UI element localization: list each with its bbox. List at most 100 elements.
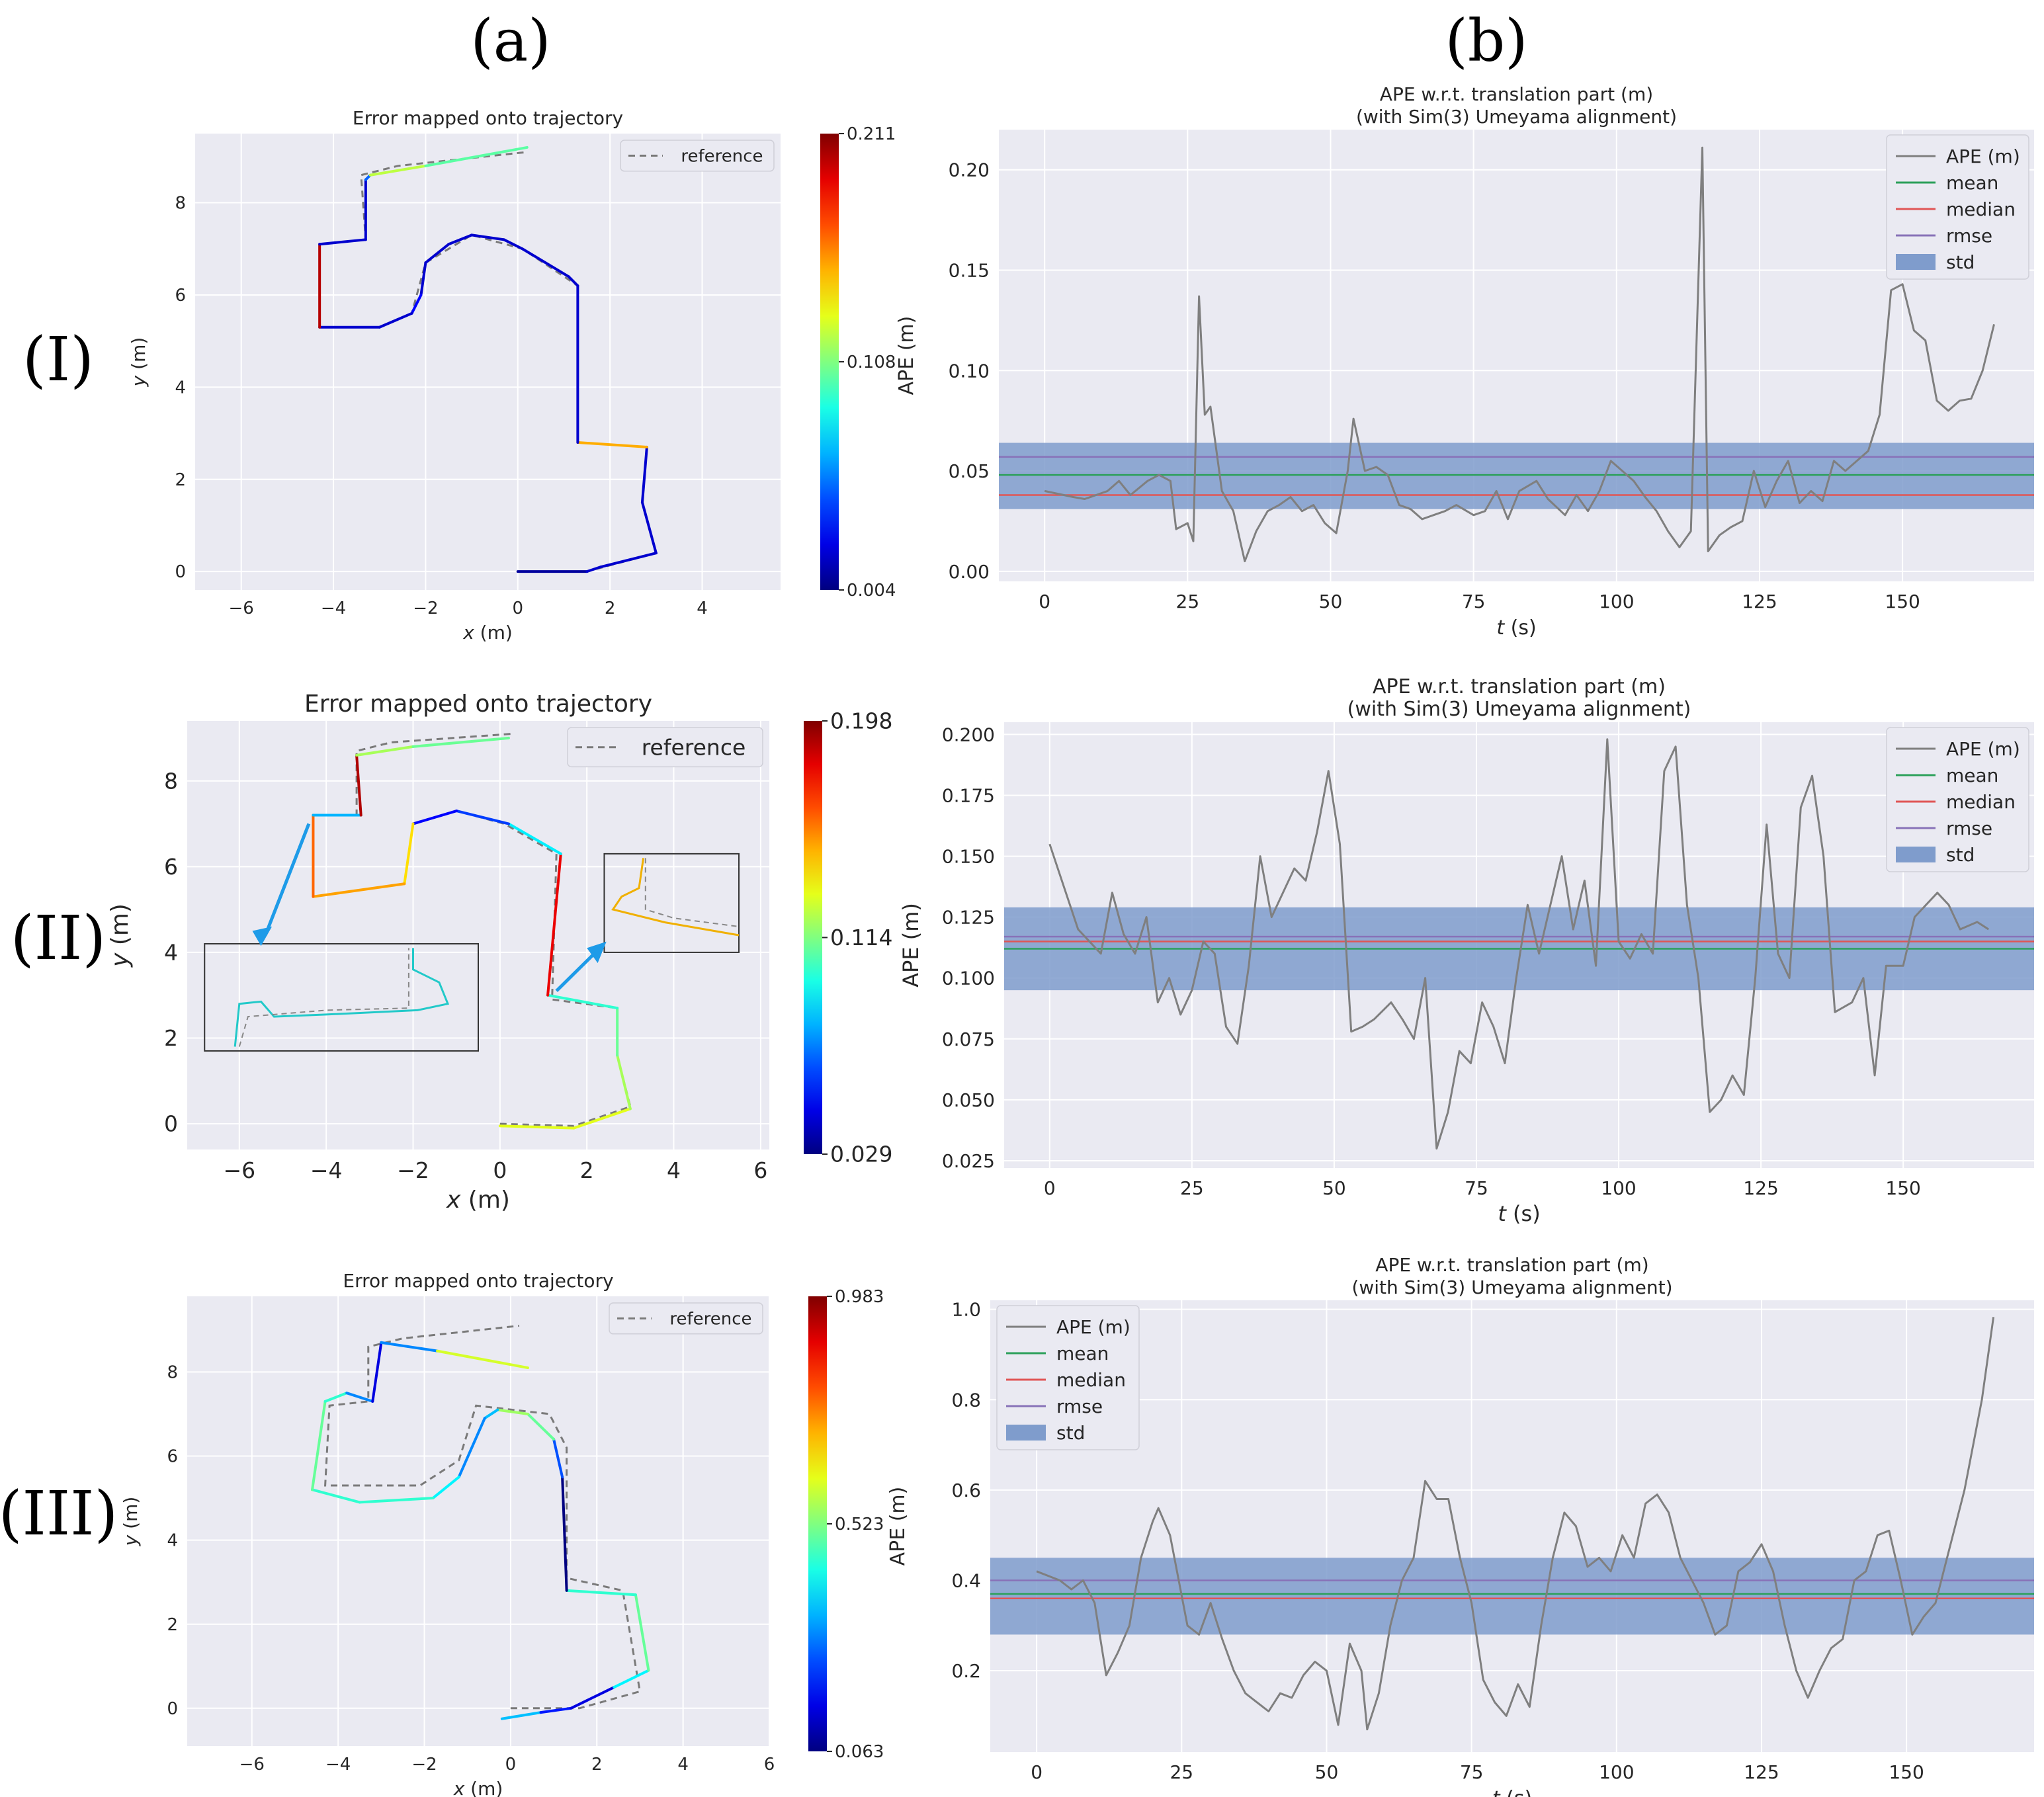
inset-left-estimate — [234, 948, 450, 1047]
trajectory-segment — [613, 1669, 650, 1689]
chart-title: APE w.r.t. translation part (m) — [1373, 675, 1666, 698]
legend-label-reference: reference — [669, 1310, 751, 1329]
y-tick-label: 0.050 — [942, 1089, 995, 1111]
colorbar — [820, 134, 839, 590]
ape-chart-2: 0 25 50 75 100 125 150 0.025 0.050 0.075 0.100 0.12… — [898, 675, 2034, 1226]
callout-arrowhead-left — [252, 927, 273, 946]
legend-box — [1886, 134, 2029, 280]
x-tick-label: 50 — [1319, 591, 1343, 612]
row-label-2: (II) — [11, 903, 106, 974]
trajectory-chart-1: −6 −4 −2 0 2 4 0 2 4 6 8 Error mapped onto trajecto… — [128, 107, 896, 644]
y-tick-label: 8 — [164, 768, 178, 794]
x-tick-label: −2 — [411, 1755, 437, 1775]
x-tick-label: 150 — [1885, 591, 1920, 612]
x-tick-label: 125 — [1743, 1177, 1778, 1199]
trajectory-segment — [561, 1476, 568, 1592]
legend-label-mean: mean — [1056, 1343, 1109, 1364]
colorbar-label: 0.114 — [830, 925, 892, 950]
x-tick-label: 2 — [580, 1157, 594, 1183]
plot-background — [999, 130, 2034, 581]
y-axis-label-unit: (m) — [120, 1497, 142, 1535]
y-axis-label: APE (m) — [895, 316, 918, 396]
x-tick-label: 150 — [1889, 1761, 1924, 1783]
y-tick-label: 0 — [164, 1111, 178, 1137]
trajectory-chart-2: −6 −4 −2 0 2 4 6 0 2 4 6 8 Error mapped onto traject… — [106, 690, 892, 1214]
trajectory-segment — [483, 1408, 499, 1420]
column-label-a: (a) — [470, 7, 550, 75]
x-tick-label: 100 — [1601, 1177, 1636, 1199]
y-tick-label: 6 — [167, 1447, 178, 1467]
trajectory-segment — [355, 745, 415, 757]
legend-label-std: std — [1946, 844, 1975, 866]
trajectory-segment — [368, 164, 427, 177]
trajectory-segment — [599, 552, 658, 569]
callout-arrow-right — [555, 951, 597, 993]
legend-label-rmse: rmse — [1946, 225, 1992, 247]
y-tick-label: 0.025 — [942, 1150, 995, 1172]
x-axis-label: t (s) — [1496, 616, 1536, 640]
legend-label-median: median — [1946, 198, 2016, 220]
trajectory-segment — [546, 852, 562, 997]
y-tick-label: 0 — [167, 1699, 178, 1719]
y-tick-label: 0.05 — [949, 460, 990, 482]
colorbar-label: 0.198 — [830, 708, 892, 734]
x-tick-label: 150 — [1885, 1177, 1920, 1199]
x-tick-label: 100 — [1599, 591, 1634, 612]
y-tick-label: 8 — [175, 194, 186, 214]
trajectory-segment — [455, 810, 510, 825]
reference-path — [324, 1325, 642, 1710]
legend-swatch-std — [1896, 254, 1936, 270]
trajectory-segment — [447, 233, 474, 246]
y-axis-label: APE (m) — [886, 1487, 910, 1566]
trajectory-segment — [570, 1686, 616, 1710]
chart-title: APE w.r.t. translation part (m) — [1380, 83, 1653, 105]
y-tick-label: 0.00 — [949, 561, 990, 583]
y-tick-label: 6 — [164, 854, 178, 880]
chart-title: Error mapped onto trajectory — [304, 690, 652, 718]
ape-series — [1048, 738, 1990, 1149]
x-tick-label: 4 — [667, 1157, 681, 1183]
chart-title: APE w.r.t. translation part (m) — [1375, 1254, 1648, 1276]
y-tick-label: 0.2 — [951, 1660, 981, 1682]
x-tick-label: −6 — [229, 599, 254, 618]
std-band — [990, 1558, 2034, 1635]
colorbar — [808, 1296, 827, 1751]
trajectory-segment — [552, 1438, 564, 1479]
x-tick-label: 125 — [1744, 1761, 1779, 1783]
x-axis-label-unit: (s) — [1504, 616, 1537, 640]
x-tick-label: 4 — [697, 599, 708, 618]
trajectory-segment — [526, 1412, 556, 1441]
ape-chart-1: 0 25 50 75 100 125 150 0.00 0.05 0.10 0.15 0.20 APE … — [895, 83, 2034, 640]
y-tick-label: 2 — [167, 1615, 178, 1635]
trajectory-segment — [565, 1589, 637, 1597]
inset-left-reference — [238, 948, 409, 1047]
legend-label-median: median — [1056, 1369, 1126, 1391]
x-tick-label: 6 — [764, 1755, 775, 1775]
trajectory-segment — [457, 1417, 486, 1479]
x-tick-label: −4 — [325, 1755, 351, 1775]
chart-subtitle: (with Sim(3) Umeyama alignment) — [1356, 106, 1677, 128]
plot-background — [187, 1296, 769, 1746]
x-axis-label-var: t — [1496, 616, 1505, 640]
y-tick-label: 4 — [167, 1531, 178, 1551]
trajectory-segment — [496, 1408, 529, 1415]
legend-label-median: median — [1946, 791, 2016, 813]
trajectory-segment — [616, 1054, 632, 1110]
trajectory-segment — [371, 1341, 383, 1403]
y-tick-label: 0.15 — [949, 259, 990, 281]
x-tick-label: 75 — [1460, 1761, 1484, 1783]
trajectory-chart-3: −6 −4 −2 0 2 4 6 0 2 4 6 8 Error mapped onto traject… — [120, 1270, 884, 1797]
colorbar-label: 0.211 — [847, 124, 896, 144]
legend-label-mean: mean — [1946, 172, 1998, 194]
trajectory-segment — [436, 1349, 529, 1370]
y-tick-label: 6 — [175, 286, 186, 306]
trajectory-segment — [539, 1706, 573, 1714]
colorbar-label: 0.004 — [847, 581, 896, 601]
legend-label-std: std — [1056, 1422, 1085, 1444]
x-tick-label: 75 — [1462, 591, 1486, 612]
colorbar — [804, 721, 822, 1154]
x-tick-label: 25 — [1180, 1177, 1204, 1199]
x-tick-label: 75 — [1465, 1177, 1488, 1199]
x-tick-label: −2 — [397, 1157, 429, 1183]
legend-box — [620, 140, 775, 172]
